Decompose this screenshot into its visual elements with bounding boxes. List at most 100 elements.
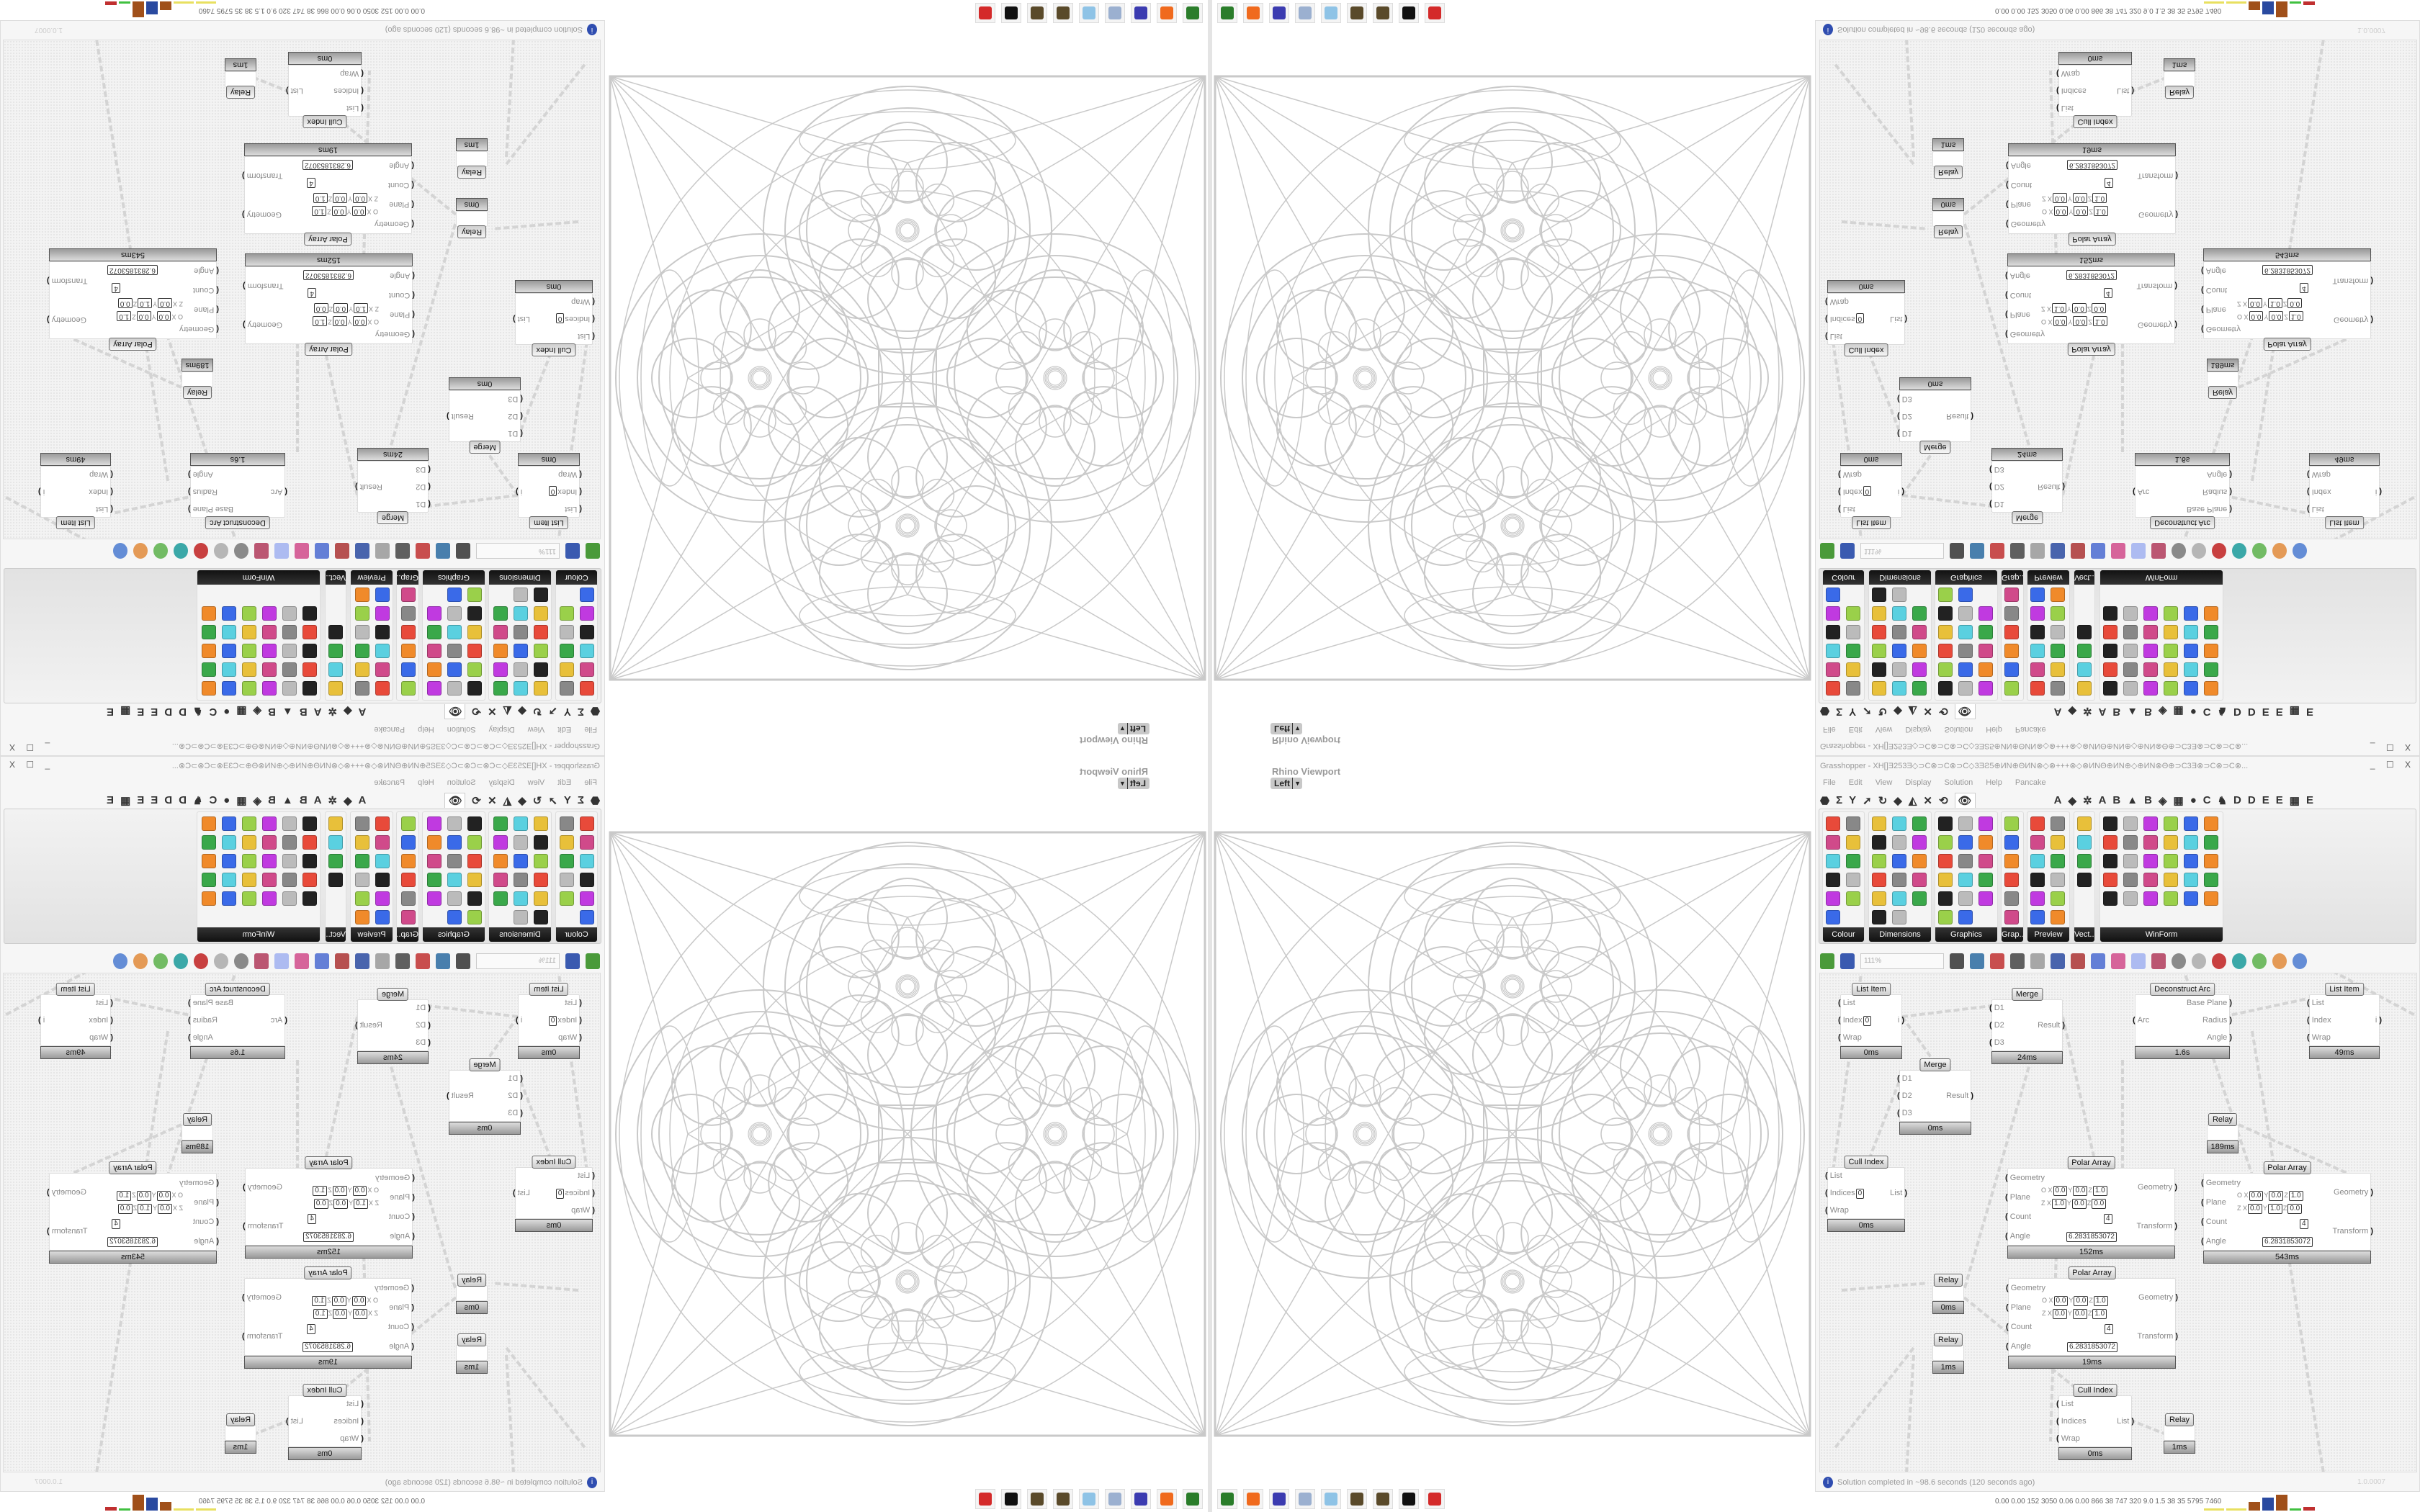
output-param[interactable]: List ) <box>2117 1417 2134 1426</box>
output-grip[interactable]: ) <box>355 482 360 491</box>
component-icon[interactable] <box>2077 816 2092 831</box>
input-param[interactable]: ( D1 <box>508 1074 523 1083</box>
tab-icon[interactable]: B <box>2144 794 2152 806</box>
tab-icon[interactable]: ⟲ <box>1938 705 1948 718</box>
component-icon[interactable] <box>1978 816 1993 831</box>
output-param[interactable]: Geometry ) <box>2334 315 2373 324</box>
input-grip[interactable]: ( <box>1825 1171 1830 1180</box>
grasshopper-icon[interactable] <box>1373 1489 1393 1509</box>
component-icon[interactable] <box>282 873 297 887</box>
input-param[interactable]: ( D1 <box>1989 1004 2004 1012</box>
scroll-icon[interactable] <box>1105 3 1125 23</box>
output-grip[interactable]: ) <box>355 1021 360 1030</box>
input-grip[interactable]: ( <box>2307 999 2312 1007</box>
output-grip[interactable]: ) <box>47 1188 52 1197</box>
component-icon[interactable] <box>2030 662 2045 677</box>
component-polar-array[interactable]: Polar Array( Geometry( Plane( Count( Ang… <box>242 142 414 246</box>
component-icon[interactable] <box>2030 644 2045 658</box>
output-grip[interactable]: ) <box>2129 1417 2134 1426</box>
gha-icon[interactable] <box>355 543 369 559</box>
component-icon[interactable] <box>1958 910 1973 924</box>
component-icon[interactable] <box>2204 873 2218 887</box>
component-icon[interactable] <box>1938 625 1953 639</box>
component-polar-array[interactable]: Polar Array( Geometry( Plane( Count( Ang… <box>243 252 415 356</box>
save-icon[interactable] <box>1840 953 1855 969</box>
output-param[interactable]: i ) <box>516 1016 522 1025</box>
tab-icon[interactable]: ▦ <box>2289 705 2300 718</box>
input-param[interactable]: ( Angle <box>390 1232 415 1241</box>
component-icon[interactable] <box>282 854 297 868</box>
tab-icon[interactable]: A <box>358 706 367 718</box>
component-icon[interactable] <box>580 873 594 887</box>
tab-icon[interactable]: ◆ <box>2068 705 2076 718</box>
input-param[interactable]: ( Angle <box>194 267 219 276</box>
tab-icon[interactable]: ● <box>223 706 230 718</box>
menu-view[interactable]: View <box>1875 725 1893 734</box>
component-icon[interactable] <box>2103 873 2118 887</box>
panel-label[interactable]: Vect... <box>2074 570 2094 585</box>
output-param[interactable]: Transform ) <box>243 282 283 290</box>
output-grip[interactable]: ) <box>2173 1293 2178 1302</box>
input-grip[interactable]: ( <box>2006 220 2011 229</box>
input-grip[interactable]: ( <box>426 500 431 508</box>
input-grip[interactable]: ( <box>359 69 364 78</box>
component-icon[interactable] <box>2004 835 2019 850</box>
component-icon[interactable] <box>2164 662 2178 677</box>
component-icon[interactable] <box>302 816 317 831</box>
component-icon[interactable] <box>2004 681 2019 696</box>
component-icon[interactable] <box>2051 816 2065 831</box>
open-file-icon[interactable] <box>1820 543 1834 559</box>
component-merge[interactable]: Merge( D1( D2( D3 Result ) 24ms <box>355 988 431 1066</box>
component-icon[interactable] <box>560 816 574 831</box>
tab-icon[interactable]: E <box>2305 794 2313 806</box>
output-grip[interactable]: ) <box>2173 1332 2178 1341</box>
component-icon[interactable] <box>282 816 297 831</box>
tab-icon[interactable]: E <box>151 794 158 806</box>
component-icon[interactable] <box>427 625 442 639</box>
component-icon[interactable] <box>427 644 442 658</box>
input-param[interactable]: ( Plane <box>194 1198 219 1207</box>
tab-icon[interactable]: ⬣ <box>590 794 600 807</box>
component-icon[interactable] <box>355 854 369 868</box>
input-grip[interactable]: ( <box>2056 104 2061 112</box>
plane-value[interactable]: 0.0 <box>2269 311 2284 321</box>
component-icon[interactable] <box>2004 873 2019 887</box>
input-grip[interactable]: ( <box>2201 286 2206 295</box>
input-param[interactable]: ( Index <box>2307 487 2331 496</box>
bulb-icon[interactable] <box>2131 953 2146 969</box>
bulb-icon[interactable] <box>2131 543 2146 559</box>
input-grip[interactable]: ( <box>577 999 582 1007</box>
component-relay[interactable]: Relay 1ms <box>456 137 488 179</box>
component-icon[interactable] <box>242 625 256 639</box>
input-param[interactable]: ( List <box>346 1400 364 1408</box>
component-icon[interactable] <box>2103 891 2118 906</box>
component-icon[interactable] <box>1892 816 1906 831</box>
tab-icon[interactable]: C <box>2202 706 2211 718</box>
component-icon[interactable] <box>447 588 462 602</box>
component-icon[interactable] <box>447 910 462 924</box>
component-icon[interactable] <box>401 625 416 639</box>
input-grip[interactable]: ( <box>214 266 219 276</box>
component-icon[interactable] <box>302 662 317 677</box>
component-icon[interactable] <box>1938 873 1953 887</box>
input-param[interactable]: ( List <box>565 505 582 513</box>
angle-value[interactable]: 6.2831853072 <box>2262 265 2313 275</box>
component-icon[interactable] <box>514 644 528 658</box>
input-param[interactable]: ( Plane <box>390 311 415 320</box>
component-icon[interactable] <box>375 644 390 658</box>
input-grip[interactable]: ( <box>2006 200 2011 210</box>
input-param[interactable]: ( Angle <box>2006 1342 2031 1351</box>
tab-icon[interactable]: ◭ <box>503 794 512 807</box>
tab-icon[interactable]: A <box>313 706 322 718</box>
input-grip[interactable]: ( <box>1897 395 1902 403</box>
component-icon[interactable] <box>2143 625 2158 639</box>
component-icon[interactable] <box>355 816 369 831</box>
output-param[interactable]: Angle ) <box>2207 470 2232 479</box>
component-icon[interactable] <box>2051 588 2065 602</box>
rhino-icon[interactable] <box>1399 3 1419 23</box>
component-icon[interactable] <box>534 625 548 639</box>
output-grip[interactable]: ) <box>2227 505 2232 513</box>
component-icon[interactable] <box>2164 873 2178 887</box>
input-grip[interactable]: ( <box>359 86 364 95</box>
